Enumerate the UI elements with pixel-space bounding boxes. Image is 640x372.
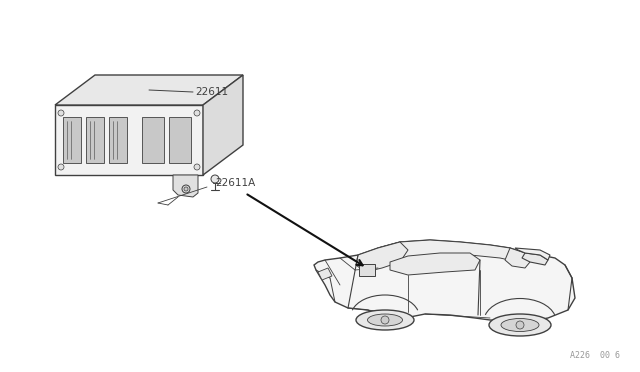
Ellipse shape <box>367 314 403 326</box>
Polygon shape <box>109 117 127 163</box>
Polygon shape <box>169 117 191 163</box>
Ellipse shape <box>501 318 539 331</box>
Polygon shape <box>522 253 548 265</box>
Circle shape <box>194 164 200 170</box>
Circle shape <box>211 175 219 183</box>
Polygon shape <box>505 248 530 268</box>
Text: 22611A: 22611A <box>215 178 255 188</box>
Circle shape <box>182 185 190 193</box>
Circle shape <box>58 164 64 170</box>
Circle shape <box>184 187 188 191</box>
Polygon shape <box>86 117 104 163</box>
Polygon shape <box>55 105 203 175</box>
Polygon shape <box>314 240 575 322</box>
Bar <box>359 264 375 276</box>
Polygon shape <box>390 253 480 275</box>
Ellipse shape <box>489 314 551 336</box>
Circle shape <box>516 321 524 329</box>
Circle shape <box>194 110 200 116</box>
Polygon shape <box>142 117 164 163</box>
Polygon shape <box>318 268 332 280</box>
Text: 22611: 22611 <box>195 87 228 97</box>
Polygon shape <box>515 248 550 260</box>
Polygon shape <box>203 75 243 175</box>
Polygon shape <box>365 240 520 268</box>
Ellipse shape <box>356 310 414 330</box>
Text: A226  00 6: A226 00 6 <box>570 350 620 359</box>
Polygon shape <box>356 242 408 272</box>
Circle shape <box>381 316 389 324</box>
Polygon shape <box>173 175 198 197</box>
Circle shape <box>58 110 64 116</box>
Polygon shape <box>55 75 243 105</box>
Polygon shape <box>63 117 81 163</box>
